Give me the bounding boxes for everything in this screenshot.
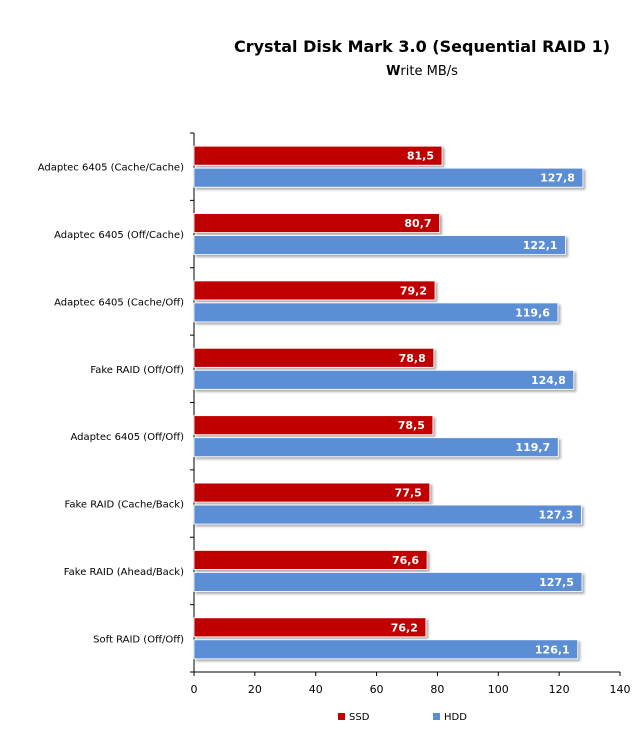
bar-value-label: 77,5 — [395, 487, 422, 500]
x-tick-label: 140 — [610, 683, 631, 696]
bar-hdd — [193, 167, 584, 188]
category-label: Fake RAID (Cache/Back) — [65, 500, 185, 511]
bar-hdd — [193, 369, 575, 390]
legend-swatch-hdd — [433, 713, 440, 720]
bar-value-label: 127,5 — [539, 576, 574, 589]
category-label: Adaptec 6405 (Off/Off) — [70, 432, 184, 443]
bar-value-label: 81,5 — [407, 150, 434, 163]
x-tick-label: 100 — [488, 683, 509, 696]
bar-ssd — [193, 617, 427, 638]
legend-swatch-ssd — [338, 713, 345, 720]
bar-value-label: 79,2 — [400, 284, 427, 297]
bar-ssd — [193, 145, 443, 166]
bar-ssd — [193, 415, 434, 436]
chart-subtitle: Write MB/s — [386, 64, 458, 79]
legend-label-hdd: HDD — [444, 712, 467, 723]
x-tick-label: 0 — [191, 683, 198, 696]
bar-value-label: 76,2 — [391, 621, 418, 634]
legend: SSD HDD — [338, 712, 467, 723]
bar-hdd — [193, 302, 559, 323]
category-label: Adaptec 6405 (Cache/Off) — [54, 297, 184, 308]
x-tick-label: 60 — [370, 683, 384, 696]
bar-value-label: 76,6 — [392, 554, 419, 567]
category-label: Adaptec 6405 (Cache/Cache) — [38, 163, 184, 174]
bar-ssd — [193, 482, 431, 503]
category-label: Fake RAID (Ahead/Back) — [64, 567, 184, 578]
bar-value-label: 78,5 — [398, 419, 425, 432]
legend-label-ssd: SSD — [349, 712, 370, 723]
category-label: Adaptec 6405 (Off/Cache) — [54, 230, 184, 241]
bar-value-label: 80,7 — [404, 217, 431, 230]
chart-subtitle-bold: W — [386, 64, 400, 79]
bar-ssd — [193, 280, 436, 301]
x-tick-label: 80 — [430, 683, 444, 696]
chart-title: Crystal Disk Mark 3.0 (Sequential RAID 1… — [234, 37, 610, 56]
bar-value-label: 78,8 — [399, 352, 426, 365]
bar-value-label: 119,6 — [515, 306, 550, 319]
plot-area: 0 20 40 60 80 100 120 140 Adaptec 6405 (Cache/Ca… — [38, 132, 631, 696]
bar-value-label: 126,1 — [535, 643, 570, 656]
bar-value-label: 124,8 — [531, 374, 566, 387]
bar-value-label: 127,3 — [539, 509, 574, 522]
category-label: Fake RAID (Off/Off) — [90, 365, 184, 376]
bar-value-label: 119,7 — [515, 441, 550, 454]
bar-hdd — [193, 235, 566, 255]
bar-hdd — [193, 572, 583, 592]
x-tick-label: 20 — [248, 683, 262, 696]
bar-value-label: 122,1 — [523, 239, 558, 252]
bar-ssd — [193, 213, 440, 233]
bar-hdd — [193, 504, 582, 525]
x-tick-label: 120 — [549, 683, 570, 696]
chart-subtitle-rest: rite MB/s — [400, 64, 458, 79]
category-label: Soft RAID (Off/Off) — [93, 634, 184, 645]
bar-value-label: 127,8 — [540, 172, 575, 185]
bar-ssd — [193, 550, 428, 570]
x-tick-label: 40 — [309, 683, 323, 696]
bar-ssd — [193, 347, 435, 368]
bar-hdd — [193, 437, 559, 458]
bar-hdd — [193, 639, 579, 660]
